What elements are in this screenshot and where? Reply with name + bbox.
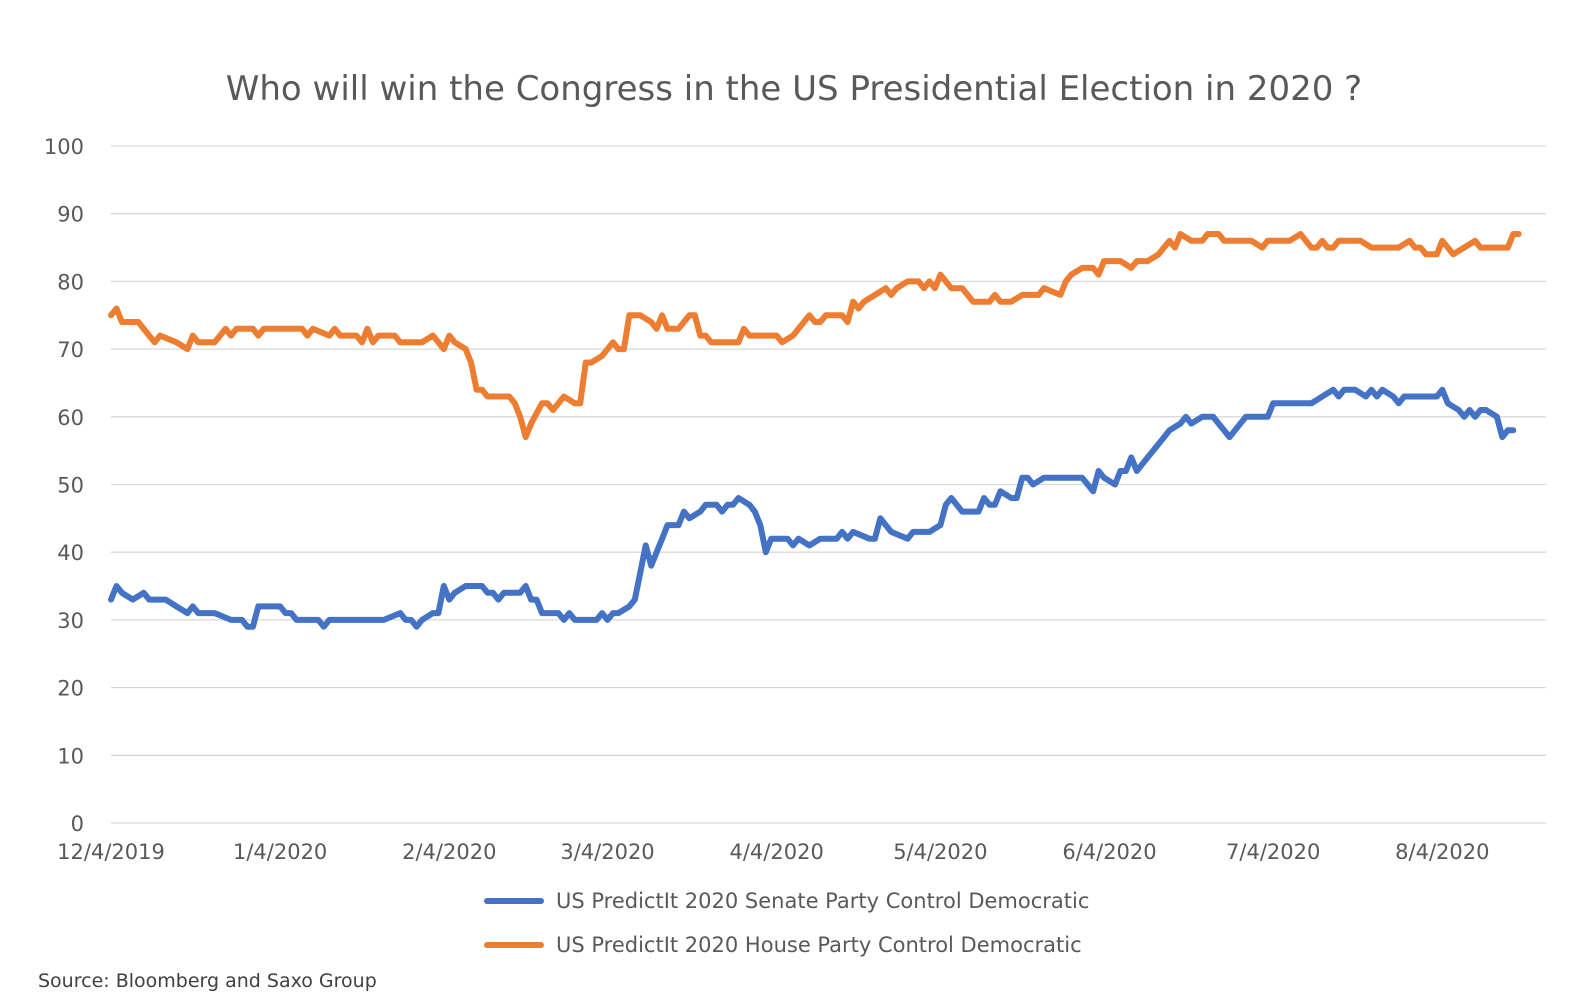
y-tick-label: 70 — [57, 338, 84, 362]
source-note: Source: Bloomberg and Saxo Group — [38, 970, 377, 992]
y-tick-label: 100 — [44, 135, 84, 159]
y-tick-label: 20 — [57, 677, 84, 701]
chart-title: Who will win the Congress in the US Pres… — [226, 69, 1362, 109]
y-tick-label: 10 — [57, 744, 84, 768]
y-tick-label: 60 — [57, 406, 84, 430]
x-tick-label: 4/4/2020 — [730, 840, 824, 864]
x-tick-label: 6/4/2020 — [1062, 840, 1156, 864]
series-line-senate — [108, 386, 1517, 630]
gridlines — [111, 145, 1546, 824]
series-line-house — [108, 231, 1522, 441]
x-tick-label: 3/4/2020 — [560, 840, 654, 864]
x-tick-label: 1/4/2020 — [233, 840, 327, 864]
x-axis-tick-labels: 12/4/2019 1/4/2020 2/4/2020 3/4/2020 4/4/202… — [57, 840, 1489, 864]
y-axis-tick-labels: 0 10 20 30 40 50 60 70 80 90 100 — [44, 135, 84, 836]
legend: US PredictIt 2020 Senate Party Control D… — [484, 889, 1089, 957]
y-tick-label: 80 — [57, 270, 84, 294]
x-tick-label: 2/4/2020 — [402, 840, 496, 864]
y-tick-label: 50 — [57, 474, 84, 498]
y-tick-label: 0 — [71, 812, 84, 836]
legend-label-house: US PredictIt 2020 House Party Control De… — [556, 933, 1082, 957]
x-tick-label: 8/4/2020 — [1395, 840, 1489, 864]
x-tick-label: 12/4/2019 — [57, 840, 165, 864]
series-lines — [108, 231, 1522, 630]
x-tick-label: 5/4/2020 — [893, 840, 987, 864]
legend-label-senate: US PredictIt 2020 Senate Party Control D… — [556, 889, 1089, 913]
y-tick-label: 40 — [57, 541, 84, 565]
y-tick-label: 30 — [57, 609, 84, 633]
y-tick-label: 90 — [57, 203, 84, 227]
x-tick-label: 7/4/2020 — [1226, 840, 1320, 864]
